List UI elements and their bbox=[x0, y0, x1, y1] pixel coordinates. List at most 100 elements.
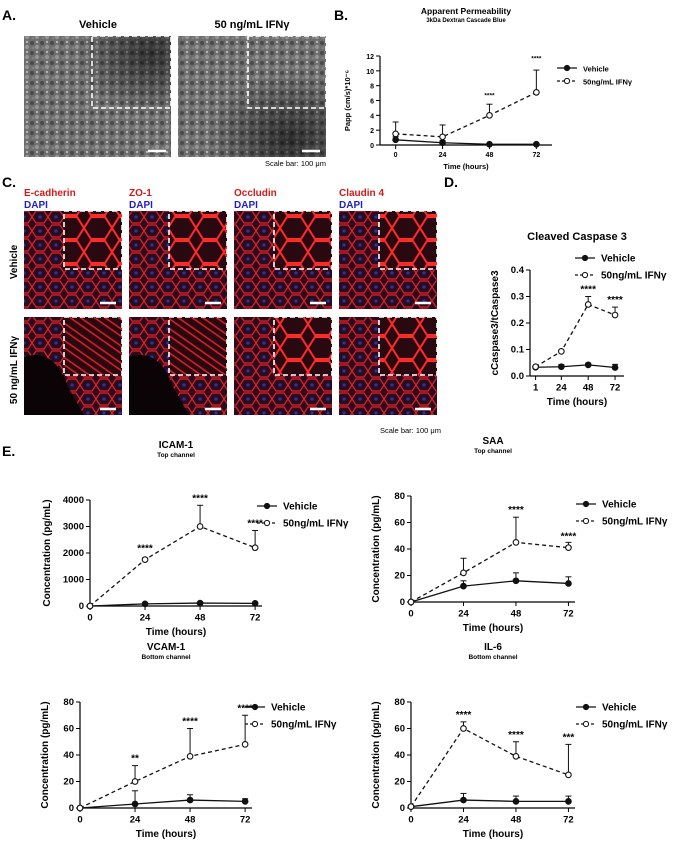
y-tick-label: 6 bbox=[370, 99, 374, 106]
data-point bbox=[196, 599, 204, 607]
x-tick-label: 48 bbox=[185, 815, 196, 826]
series-ifng bbox=[76, 714, 249, 812]
data-point bbox=[241, 798, 249, 805]
panel-c: C. E-cadherin DAPI ZO-1 DAPI Occludin DA… bbox=[2, 174, 441, 435]
y-tick-label: 80 bbox=[394, 491, 405, 502]
legend-item: 50ng/mL IFNγ bbox=[575, 271, 667, 282]
series-vehicle bbox=[532, 361, 619, 371]
series-vehicle bbox=[86, 599, 259, 610]
y-axis-label: Papp (cm/s)*10⁻⁶ bbox=[343, 70, 352, 131]
stain-header-2: Occludin DAPI bbox=[234, 188, 277, 211]
stain-header-1: ZO-1 DAPI bbox=[129, 188, 153, 211]
y-tick-label: 2000 bbox=[63, 548, 84, 559]
x-axis-label: Time (hours) bbox=[463, 623, 523, 634]
legend-label: 50ng/mL IFNγ bbox=[602, 517, 668, 528]
y-tick-label: 40 bbox=[394, 750, 405, 761]
stain-header-3: Claudin 4 DAPI bbox=[339, 188, 384, 211]
legend-marker bbox=[251, 703, 259, 711]
legend-label: 50ng/mL IFNγ bbox=[283, 519, 349, 530]
y-tick-label: 0.2 bbox=[511, 318, 524, 329]
chart-subtitle: Top channel bbox=[157, 452, 195, 459]
legend-item: Vehicle bbox=[576, 703, 637, 714]
stain-label: E-cadherin bbox=[24, 188, 76, 199]
row-label-vehicle: Vehicle bbox=[9, 244, 20, 279]
legend-label: Vehicle bbox=[271, 703, 306, 714]
chart-subtitle: 3kDa Dextran Cascade Blue bbox=[426, 18, 506, 24]
data-point bbox=[439, 133, 446, 141]
stain-header-0: E-cadherin DAPI bbox=[24, 188, 76, 211]
data-point bbox=[512, 577, 520, 585]
tissue-gap bbox=[129, 355, 189, 415]
confocal-tile bbox=[234, 210, 333, 309]
legend-marker bbox=[581, 271, 589, 279]
inset-box bbox=[168, 210, 228, 270]
confocal-tile bbox=[234, 316, 333, 415]
y-tick-label: 2 bbox=[370, 128, 374, 135]
data-point bbox=[512, 798, 520, 805]
chart-title: ICAM-1 bbox=[159, 440, 194, 451]
y-tick-label: 60 bbox=[394, 724, 405, 735]
inset-box bbox=[273, 316, 333, 376]
chart-title: VCAM-1 bbox=[147, 642, 186, 653]
y-tick-label: 1000 bbox=[63, 575, 84, 586]
chart-title: Apparent Permeability bbox=[421, 6, 511, 16]
legend-marker bbox=[251, 720, 259, 728]
panel-b-letter: B. bbox=[334, 7, 348, 23]
x-tick-label: 24 bbox=[140, 613, 151, 624]
y-tick-label: 0 bbox=[370, 143, 374, 150]
x-tick-label: 48 bbox=[195, 613, 206, 624]
y-axis-label: cCaspase3/tCaspase3 bbox=[490, 270, 501, 376]
chart-b: Apparent Permeability 3kDa Dextran Cascad… bbox=[343, 6, 633, 171]
y-tick-label: 4000 bbox=[63, 495, 84, 506]
y-tick-label: 0 bbox=[69, 803, 74, 814]
legend-label: Vehicle bbox=[601, 254, 636, 265]
legend-item: 50ng/mL IFNγ bbox=[257, 519, 349, 530]
series-vehicle bbox=[407, 572, 572, 606]
x-tick-label: 0 bbox=[394, 152, 398, 159]
inset-box bbox=[378, 316, 438, 376]
y-tick-label: 0 bbox=[400, 597, 405, 608]
data-point bbox=[584, 361, 592, 369]
x-axis-label: Time (hours) bbox=[136, 829, 196, 840]
data-point bbox=[532, 363, 539, 371]
x-tick-label: 72 bbox=[240, 815, 251, 826]
y-tick-label: 12 bbox=[366, 54, 374, 61]
legend-item: Vehicle bbox=[557, 65, 609, 74]
data-point bbox=[460, 796, 467, 804]
significance-label: **** bbox=[456, 710, 472, 721]
micrograph-vehicle bbox=[24, 35, 172, 157]
y-tick-label: 20 bbox=[394, 571, 405, 582]
inset-box bbox=[378, 210, 438, 270]
series-line bbox=[535, 303, 616, 368]
legend: Vehicle 50ng/mL IFNγ bbox=[257, 502, 349, 530]
y-axis-label: Concentration (pg/mL) bbox=[40, 701, 51, 808]
legend-marker bbox=[582, 720, 590, 728]
significance-label: **** bbox=[531, 55, 542, 62]
series-line bbox=[395, 139, 537, 145]
inset-box bbox=[63, 316, 123, 376]
x-tick-label: 0 bbox=[408, 815, 413, 826]
significance-label: **** bbox=[508, 505, 524, 516]
legend: Vehicle 50ng/mL IFNγ bbox=[575, 254, 667, 282]
stain-label: ZO-1 bbox=[129, 188, 152, 199]
chart-subtitle: Top channel bbox=[474, 448, 512, 455]
inset-box bbox=[63, 210, 123, 270]
y-tick-label: 40 bbox=[63, 750, 74, 761]
row-label-ifng: 50 ng/mL IFNγ bbox=[9, 335, 20, 404]
data-point bbox=[486, 140, 493, 148]
y-tick-label: 0 bbox=[79, 601, 84, 612]
legend: Vehicle 50ng/mL IFNγ bbox=[576, 500, 668, 528]
data-point bbox=[565, 798, 572, 805]
significance-label: ** bbox=[131, 754, 139, 765]
legend: Vehicle 50ng/mL IFNγ bbox=[245, 703, 337, 731]
significance-label: **** bbox=[182, 717, 198, 728]
y-tick-label: 0.3 bbox=[511, 292, 524, 303]
x-axis-label: Time (hours) bbox=[547, 397, 607, 408]
chart-d: Cleaved Caspase 3 0.0 0.1 0.2 0.3 0.4 1 24 48 72T… bbox=[490, 231, 667, 408]
legend-item: 50ng/mL IFNγ bbox=[245, 720, 337, 731]
x-tick-label: 48 bbox=[511, 815, 522, 826]
panel-c-letter: C. bbox=[2, 174, 16, 190]
panel-c-scale-label: Scale bar: 100 μm bbox=[380, 426, 441, 435]
series-line bbox=[395, 91, 537, 138]
